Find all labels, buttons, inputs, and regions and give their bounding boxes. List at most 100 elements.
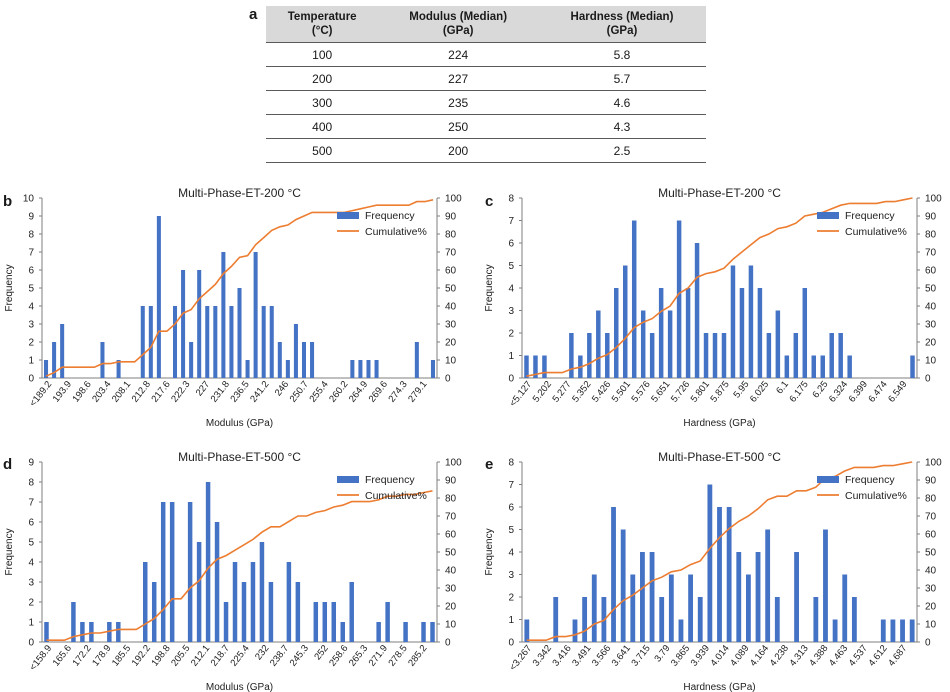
x-tick-label: 3.342 bbox=[531, 643, 554, 669]
y2-tick-label: 50 bbox=[445, 284, 457, 295]
table-header-row: Temperature (°C) Modulus (Median) (GPa) Ha… bbox=[266, 6, 706, 43]
y2-tick-label: 20 bbox=[925, 602, 937, 613]
frequency-bar bbox=[829, 333, 834, 378]
table-cell: 224 bbox=[378, 42, 538, 67]
legend-frequency-label: Frequency bbox=[845, 210, 895, 222]
frequency-bar bbox=[640, 310, 646, 378]
table-cell: 2.5 bbox=[537, 138, 706, 163]
y-tick-label: 2 bbox=[28, 598, 34, 609]
x-tick-label: 258.6 bbox=[327, 643, 350, 669]
y-axis-label: Frequency bbox=[484, 528, 495, 575]
frequency-bar bbox=[116, 360, 121, 378]
y-tick-label: 0 bbox=[28, 638, 34, 649]
frequency-bar bbox=[196, 542, 202, 642]
frequency-bar bbox=[838, 333, 843, 378]
header-temperature-line2: (°C) bbox=[311, 25, 333, 37]
x-tick-label: 4.313 bbox=[787, 643, 810, 669]
frequency-bar bbox=[237, 288, 242, 378]
y-tick-label: 1 bbox=[28, 618, 34, 629]
frequency-bar bbox=[245, 360, 250, 378]
x-tick-label: 3.416 bbox=[550, 643, 573, 669]
y-tick-label: 7 bbox=[508, 216, 514, 227]
frequency-bar bbox=[596, 310, 601, 378]
y2-tick-label: 0 bbox=[445, 374, 451, 385]
y-tick-label: 4 bbox=[28, 302, 34, 313]
legend-cumulative-label: Cumulative% bbox=[845, 226, 907, 238]
frequency-bar bbox=[52, 342, 57, 378]
header-temperature: Temperature (°C) bbox=[266, 6, 379, 43]
frequency-bar bbox=[688, 574, 694, 642]
x-tick-label: 212.8 bbox=[130, 379, 153, 405]
frequency-bar bbox=[89, 622, 94, 642]
frequency-bar bbox=[909, 619, 915, 642]
frequency-bar bbox=[694, 243, 700, 378]
y2-tick-label: 100 bbox=[925, 458, 942, 469]
frequency-bar bbox=[910, 355, 915, 378]
y-axis-label: Frequency bbox=[4, 528, 15, 575]
header-temperature-line1: Temperature bbox=[287, 11, 357, 23]
frequency-bar bbox=[832, 619, 838, 642]
y2-tick-label: 10 bbox=[445, 356, 457, 367]
x-tick-label: 3.491 bbox=[570, 643, 593, 669]
table-row: 400 250 4.3 bbox=[266, 114, 706, 139]
frequency-bar bbox=[553, 597, 559, 642]
y-tick-label: 0 bbox=[508, 638, 514, 649]
frequency-bar bbox=[726, 507, 732, 642]
frequency-bar bbox=[739, 288, 745, 378]
x-tick-label: 217.6 bbox=[149, 379, 172, 405]
frequency-bar bbox=[533, 355, 538, 378]
x-tick-label: 5.501 bbox=[610, 379, 633, 405]
y-tick-label: 1 bbox=[508, 351, 514, 362]
frequency-bar bbox=[757, 288, 763, 378]
table-cell: 200 bbox=[266, 66, 379, 91]
frequency-bar bbox=[232, 562, 238, 642]
x-tick-label: 185.5 bbox=[110, 643, 133, 669]
frequency-bar bbox=[847, 355, 852, 378]
y-tick-label: 8 bbox=[508, 458, 514, 469]
x-tick-label: 192.2 bbox=[130, 643, 153, 669]
table-cell: 4.3 bbox=[537, 114, 706, 139]
frequency-bar bbox=[60, 324, 65, 378]
legend-frequency-swatch bbox=[817, 212, 839, 219]
frequency-bar bbox=[813, 597, 819, 642]
cumulative-line bbox=[46, 490, 433, 641]
frequency-bar bbox=[524, 355, 529, 378]
frequency-bar bbox=[587, 333, 592, 378]
frequency-bar bbox=[340, 622, 345, 642]
x-tick-label: 165.6 bbox=[51, 643, 74, 669]
y2-tick-label: 10 bbox=[925, 620, 937, 631]
y2-tick-label: 50 bbox=[445, 548, 457, 559]
frequency-bar bbox=[197, 270, 202, 378]
y-tick-label: 9 bbox=[28, 458, 34, 469]
y2-tick-label: 100 bbox=[445, 458, 462, 469]
legend-cumulative-label: Cumulative% bbox=[365, 490, 427, 502]
x-tick-label: 274.3 bbox=[386, 379, 409, 405]
y-tick-label: 0 bbox=[28, 374, 34, 385]
y-tick-label: 7 bbox=[28, 498, 34, 509]
y2-tick-label: 50 bbox=[925, 548, 937, 559]
y2-tick-label: 30 bbox=[925, 320, 937, 331]
frequency-bar bbox=[140, 306, 145, 378]
y2-tick-label: 70 bbox=[445, 248, 457, 259]
panel-letter-d: d bbox=[3, 456, 13, 473]
y-tick-label: 3 bbox=[508, 306, 514, 317]
frequency-bar bbox=[717, 507, 722, 642]
frequency-bar bbox=[667, 310, 673, 378]
y-tick-label: 8 bbox=[508, 194, 514, 205]
x-tick-label: 6.474 bbox=[866, 379, 889, 405]
y2-tick-label: 0 bbox=[925, 374, 931, 385]
table-cell: 227 bbox=[378, 66, 538, 91]
y2-tick-label: 70 bbox=[925, 248, 937, 259]
x-tick-label: 6.324 bbox=[827, 379, 850, 405]
frequency-bar bbox=[880, 619, 886, 642]
y2-tick-label: 20 bbox=[445, 338, 457, 349]
table-cell: 5.8 bbox=[537, 42, 706, 67]
chart-e: Multi-Phase-ET-500 °C 0 1 2 3 4 5 6 7 8 0 10 20 30 40 5… bbox=[480, 450, 950, 692]
frequency-bar bbox=[349, 582, 354, 642]
chart-b: Multi-Phase-ET-200 °C 0 1 2 3 4 5 6 7 8 9 10 0 10 20 30… bbox=[0, 186, 470, 436]
frequency-bar bbox=[160, 502, 166, 642]
y2-tick-label: 60 bbox=[445, 266, 457, 277]
frequency-bar bbox=[620, 529, 626, 642]
y2-tick-label: 60 bbox=[925, 530, 937, 541]
x-tick-label: 3.641 bbox=[610, 643, 633, 669]
